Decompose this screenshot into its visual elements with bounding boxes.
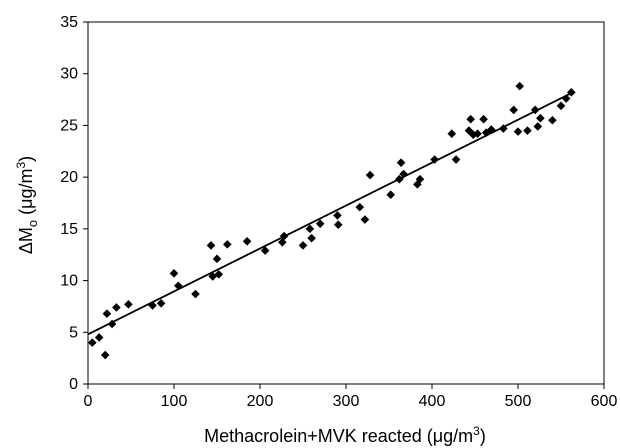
x-tick-label: 100	[161, 393, 188, 410]
data-point	[214, 270, 224, 279]
x-axis-ticks: 0 100 200 300 400 500 600	[84, 384, 618, 410]
y-tick-label: 35	[60, 14, 78, 31]
data-point	[509, 105, 518, 115]
data-point	[479, 114, 488, 124]
data-point	[395, 174, 404, 184]
data-point	[191, 289, 200, 299]
y-tick-label: 20	[60, 169, 78, 186]
data-point	[94, 333, 104, 342]
data-point	[466, 114, 475, 124]
data-point	[399, 169, 408, 179]
data-point	[112, 303, 121, 312]
data-point	[481, 128, 491, 137]
data-point	[487, 125, 496, 134]
plot-area	[87, 21, 605, 385]
y-tick-label: 10	[60, 273, 78, 290]
x-tick-label: 200	[247, 393, 274, 410]
y-tick-label: 5	[69, 324, 78, 341]
data-point	[260, 246, 270, 255]
data-point	[169, 269, 179, 278]
data-point	[447, 129, 457, 139]
data-point	[174, 281, 183, 291]
x-tick-label: 300	[333, 393, 360, 410]
data-point	[360, 215, 370, 224]
x-axis-title: Methacrolein+MVK reacted (μg/m3)	[204, 424, 486, 446]
data-point	[430, 155, 439, 164]
x-tick-label: 500	[505, 393, 532, 410]
data-point	[242, 236, 252, 246]
data-point	[208, 272, 217, 281]
data-point	[523, 126, 532, 135]
data-points	[88, 81, 576, 360]
data-point	[499, 124, 508, 133]
data-point	[396, 158, 406, 167]
x-tick-label: 400	[419, 393, 446, 410]
data-point	[102, 309, 112, 318]
data-point	[365, 170, 375, 180]
data-point	[567, 88, 576, 97]
data-point	[100, 350, 110, 360]
data-point	[305, 224, 315, 234]
data-point	[307, 233, 316, 243]
data-point	[107, 319, 117, 329]
data-point	[88, 338, 97, 347]
data-point	[315, 219, 325, 228]
data-point	[124, 300, 133, 309]
data-point	[212, 254, 222, 264]
plot-frame	[87, 21, 605, 385]
data-point	[536, 113, 545, 123]
data-point	[279, 231, 289, 241]
data-point	[513, 127, 523, 136]
data-point	[515, 81, 525, 91]
data-point	[556, 101, 566, 111]
data-point	[548, 115, 557, 125]
data-point	[386, 190, 396, 200]
data-point	[206, 241, 216, 250]
y-tick-label: 30	[60, 66, 78, 83]
y-axis-title: ΔMo (μg/m3)	[14, 156, 40, 254]
data-point	[451, 155, 461, 164]
data-point	[156, 299, 166, 308]
data-point	[530, 105, 540, 115]
data-point	[355, 202, 365, 212]
y-axis-ticks: 0 5 10 15 20 25 30 35	[60, 14, 88, 393]
data-point	[298, 241, 308, 250]
data-point	[533, 122, 543, 131]
data-point	[413, 180, 422, 189]
data-point	[278, 238, 287, 247]
data-point	[473, 129, 482, 139]
x-tick-label: 0	[84, 393, 93, 410]
x-tick-label: 600	[591, 393, 618, 410]
y-tick-label: 25	[60, 117, 78, 134]
data-point	[333, 220, 343, 230]
data-point	[333, 211, 342, 220]
y-tick-label: 0	[69, 376, 78, 393]
data-point	[223, 240, 232, 249]
data-point	[561, 94, 571, 103]
data-point	[415, 174, 425, 184]
y-tick-label: 15	[60, 221, 78, 238]
data-point	[148, 301, 157, 310]
